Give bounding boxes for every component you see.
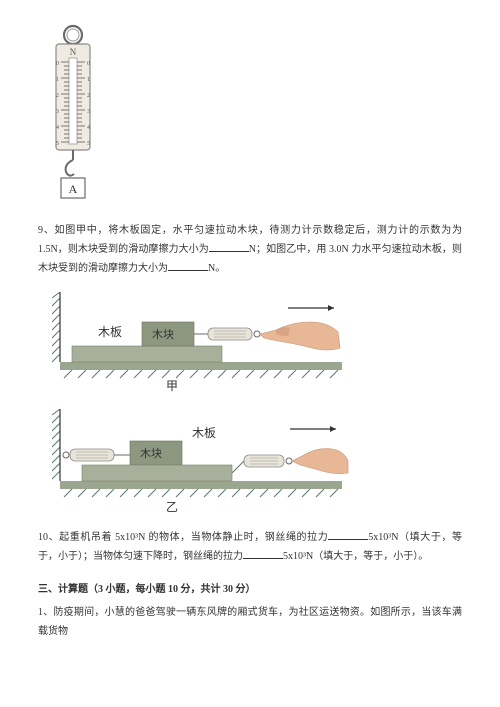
caption-yi: 乙	[166, 500, 178, 513]
question-9: 9、如图甲中，将木板固定，水平匀速拉动木块，待测力计示数稳定后，测力计的示数为为…	[38, 221, 462, 278]
tick-l-0: 0	[56, 61, 59, 67]
tick-r-0: 0	[87, 61, 90, 67]
q10-t2: N 的物体，当物体静止时，钢丝绳的拉力	[138, 532, 328, 543]
board-label-yi: 木板	[192, 426, 216, 440]
q10-blank-2	[243, 547, 283, 559]
q9-blank-2	[168, 259, 208, 271]
q10-blank-1	[328, 528, 368, 540]
q10-v1: 5x10	[368, 532, 388, 543]
spring-meter-figure: N 0 1 2	[44, 24, 462, 205]
q9-text-3: N。	[208, 263, 225, 274]
block-label-jia: 木块	[152, 328, 174, 341]
tick-l-1: 1	[56, 77, 59, 83]
q10-t1: 10、起重机吊着 5x10	[38, 532, 135, 543]
tick-l-5: 5	[56, 141, 59, 147]
friction-svg-yi: 木块 木板 乙	[52, 409, 352, 513]
question-3-1: 1、防疫期间，小慧的爸爸驾驶一辆东风牌的厢式货车，为社区运送物资。如图所示，当该…	[38, 603, 462, 641]
tick-r-1: 1	[87, 77, 90, 83]
question-10: 10、起重机吊着 5x10³N 的物体，当物体静止时，钢丝绳的拉力5x10³N（…	[38, 528, 462, 566]
tick-r-2: 2	[87, 93, 90, 99]
tick-l-3: 3	[56, 109, 59, 115]
friction-figure-jia: 木板 木块 甲	[52, 292, 462, 395]
friction-svg-jia: 木板 木块 甲	[52, 292, 352, 392]
unit-label: N	[70, 47, 77, 57]
tick-r-4: 4	[87, 125, 90, 131]
tick-l-4: 4	[56, 125, 59, 131]
tick-r-3: 3	[87, 109, 90, 115]
q10-t4: N（填大于，等于，小于）。	[306, 551, 428, 562]
friction-figure-yi: 木块 木板 乙	[52, 409, 462, 516]
board-label-jia: 木板	[98, 325, 122, 339]
spring-meter-svg: N 0 1 2	[44, 24, 102, 202]
weight-box-label: A	[69, 182, 78, 196]
q10-v2: 5x10	[283, 551, 303, 562]
caption-jia: 甲	[166, 379, 178, 392]
section-3-title: 三、计算题（3 小题，每小题 10 分，共计 30 分）	[38, 580, 462, 595]
tick-l-2: 2	[56, 93, 59, 99]
tick-r-5: 5	[87, 141, 90, 147]
q9-blank-1	[209, 240, 249, 252]
block-label-yi: 木块	[140, 447, 162, 460]
